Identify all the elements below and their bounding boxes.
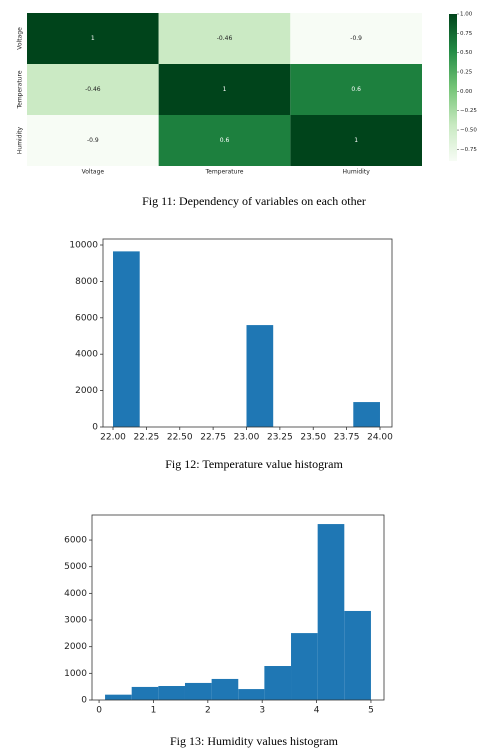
y-tick-label: 5000 — [64, 562, 87, 572]
cell-label: 0.6 — [220, 137, 230, 144]
caption: Fig 12: Temperature value histogram — [165, 457, 343, 471]
y-tick-label: 6000 — [64, 536, 87, 546]
x-tick-label: 23.25 — [267, 433, 293, 443]
histogram-bar — [131, 686, 159, 700]
x-tick-label: 1 — [151, 706, 157, 716]
x-tick-label: 22.25 — [134, 433, 160, 443]
x-tick-label: 5 — [368, 706, 374, 716]
y-tick-label: 2000 — [64, 642, 87, 652]
heatmap-cell — [27, 115, 159, 166]
colorbar-tick-label: 0.00 — [460, 89, 473, 95]
heatmap-cell — [290, 64, 422, 115]
heatmap-cell — [290, 115, 422, 166]
y-tick-label: 0 — [92, 423, 98, 433]
x-tick-label: 23.75 — [334, 433, 360, 443]
x-tick-label: Humidity — [343, 169, 371, 176]
cell-label: -0.46 — [85, 86, 101, 93]
y-tick-label: Temperature — [17, 70, 24, 109]
x-tick-label: 23.50 — [300, 433, 326, 443]
y-tick-label: 3000 — [64, 616, 87, 626]
x-tick-label: 24.00 — [367, 433, 393, 443]
cell-label: 1 — [223, 86, 227, 93]
x-tick-label: 0 — [96, 706, 102, 716]
heatmap-cell — [158, 13, 291, 64]
y-tick-label: Humidity — [17, 126, 24, 154]
histogram-bar — [291, 633, 318, 700]
caption: Fig 13: Humidity values histogram — [170, 734, 339, 748]
cell-label: 1 — [354, 137, 358, 144]
heatmap-cell — [158, 115, 291, 166]
colorbar-tick-label: −0.50 — [460, 128, 477, 134]
histogram-bar — [184, 682, 212, 700]
y-tick-label: Voltage — [17, 27, 24, 50]
y-tick-label: 4000 — [64, 589, 87, 599]
histogram-bar — [317, 524, 345, 700]
colorbar-tick-label: −0.75 — [460, 147, 477, 153]
cell-label: -0.9 — [350, 35, 362, 42]
x-tick-label: Voltage — [82, 169, 105, 176]
x-tick-label: 3 — [259, 706, 265, 716]
y-tick-label: 4000 — [75, 350, 98, 360]
plot-frame — [91, 514, 385, 701]
colorbar-tick-label: −0.25 — [460, 108, 477, 114]
colorbar — [449, 14, 457, 161]
colorbar-tick-label: 1.00 — [460, 12, 473, 18]
x-tick-label: 2 — [205, 706, 211, 716]
x-tick-label: 22.75 — [200, 433, 226, 443]
histogram-bar — [246, 325, 274, 427]
colorbar-tick-label: 0.25 — [460, 70, 473, 76]
histogram-bar — [264, 666, 292, 700]
cell-label: 0.6 — [351, 86, 361, 93]
histogram-bar — [344, 610, 371, 700]
heatmap-cell — [290, 13, 422, 64]
histogram-bar — [211, 678, 239, 700]
histogram-bar — [158, 686, 185, 700]
y-tick-label: 2000 — [75, 386, 98, 396]
x-tick-label: 4 — [314, 706, 320, 716]
plot-frame — [102, 238, 393, 428]
cell-label: -0.9 — [87, 137, 99, 144]
histogram-bar — [353, 402, 380, 427]
x-tick-label: 23.00 — [234, 433, 260, 443]
y-tick-label: 0 — [81, 696, 87, 706]
heatmap-cell — [27, 13, 159, 64]
x-tick-label: 22.50 — [167, 433, 193, 443]
colorbar-tick-label: 0.50 — [460, 50, 473, 56]
caption: Fig 11: Dependency of variables on each … — [142, 194, 366, 208]
y-tick-label: 1000 — [64, 669, 87, 679]
heatmap-cell — [158, 64, 291, 115]
y-tick-label: 10000 — [69, 241, 98, 251]
x-tick-label: Temperature — [204, 169, 243, 176]
y-tick-label: 6000 — [75, 313, 98, 323]
x-tick-label: 22.00 — [100, 433, 126, 443]
cell-label: -0.46 — [217, 35, 233, 42]
cell-label: 1 — [91, 35, 95, 42]
colorbar-tick-label: 0.75 — [460, 31, 473, 37]
heatmap-cell — [27, 64, 159, 115]
histogram-bar — [238, 689, 265, 700]
histogram-bar — [113, 251, 140, 427]
y-tick-label: 8000 — [75, 277, 98, 287]
histogram-bar — [105, 694, 132, 700]
